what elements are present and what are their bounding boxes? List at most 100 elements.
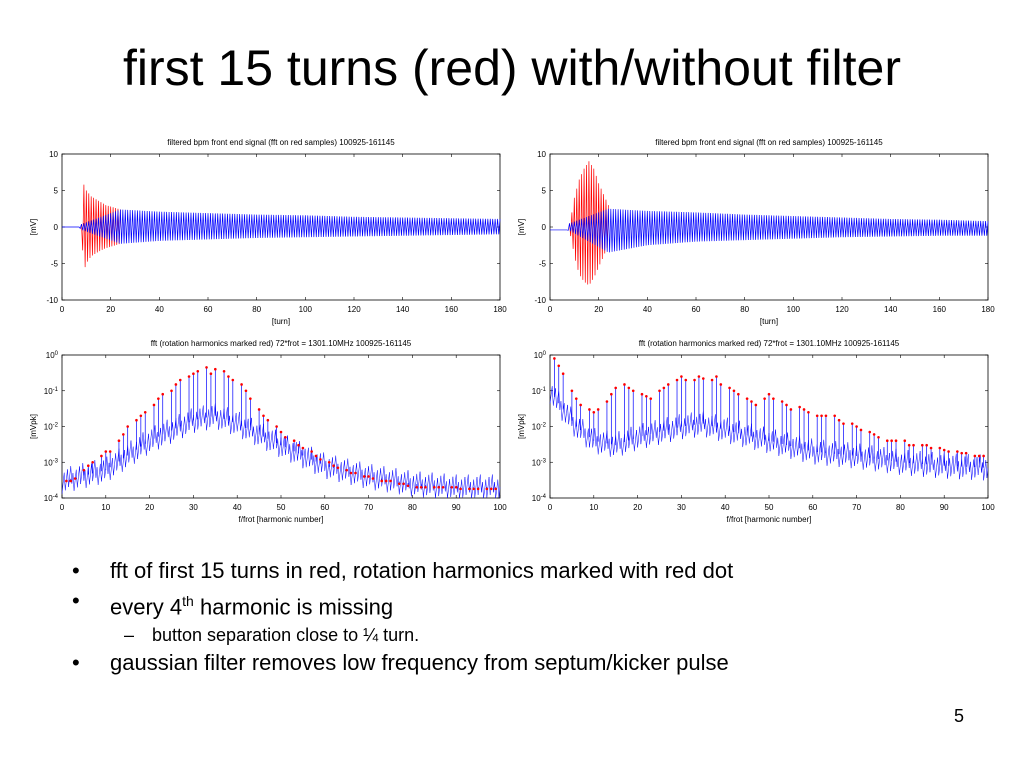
x-tick-label: 60 [808,503,817,512]
harmonic-dot [100,454,103,458]
x-tick-label: 40 [643,305,652,314]
harmonic-dot [126,425,129,428]
harmonic-dot [380,479,384,483]
harmonic-dot [139,414,143,418]
harmonic-dot [890,439,893,443]
bullet-item: • fft of first 15 turns in red, rotation… [72,556,972,586]
harmonic-dot [973,454,977,458]
harmonic-dot [284,435,287,439]
harmonic-dot [327,460,331,464]
y-axis-label: [mV] [29,219,38,235]
harmonic-dot [485,487,489,491]
x-tick-label: 100 [787,305,801,314]
harmonic-dot [684,378,688,382]
sub-bullet-text: button separation close to ¼ turn. [152,625,420,646]
harmonic-dot [135,418,138,422]
harmonic-dot [785,403,788,407]
harmonic-dot [662,386,666,390]
harmonic-dot [108,450,112,453]
harmonic-dot [675,378,679,382]
x-tick-label: 90 [940,503,949,512]
bullet-mark: • [72,558,80,583]
x-tick-label: 70 [364,503,373,512]
y-tick-exponent: 0 [55,351,59,357]
harmonic-dot [314,454,318,458]
harmonic-dot [349,471,353,475]
bullet-mark: • [72,588,80,613]
harmonic-dot [592,410,596,414]
x-axis-label: f/frot [harmonic number] [239,515,324,524]
harmonic-dot [868,430,872,434]
harmonic-dot [301,446,305,450]
y-tick-label: 10 [537,150,546,159]
y-tick-exponent: -4 [541,494,547,500]
x-tick-label: 70 [852,503,861,512]
harmonic-dot [489,487,493,491]
y-tick-label: 10-4 [44,494,59,503]
harmonic-dot [459,487,462,491]
x-tick-label: 140 [884,305,898,314]
y-axis-label: [mVpk] [29,414,38,439]
harmonic-dot [402,482,405,486]
harmonic-dot [732,389,736,393]
x-tick-label: 20 [594,305,603,314]
harmonic-dot [798,405,801,409]
x-tick-label: 30 [677,503,686,512]
y-tick-exponent: -1 [541,387,547,393]
harmonic-dot [982,454,985,458]
harmonic-dot [275,425,278,428]
harmonic-dot [807,410,810,414]
y-tick-label: -10 [534,296,546,305]
harmonic-dot [561,372,565,375]
y-axis-label: [mVpk] [517,414,526,439]
x-tick-label: 100 [493,503,507,512]
harmonic-dot [91,460,94,464]
harmonic-dot [73,477,77,480]
harmonic-dot [850,422,854,425]
plot-title: filtered bpm front end signal (fft on re… [167,138,395,147]
x-tick-label: 0 [60,503,65,512]
harmonic-dot [964,451,968,455]
harmonic-dot [605,400,609,403]
y-tick-label: 10-3 [44,458,59,467]
x-tick-label: 80 [408,503,417,512]
harmonic-dot [441,485,445,489]
slide-title: first 15 turns (red) with/without filter [122,40,902,96]
y-tick-label: 10-1 [44,387,59,396]
x-tick-label: 100 [981,503,995,512]
x-tick-label: 180 [981,305,995,314]
harmonic-dot [553,357,556,360]
bullet-text: gaussian filter removes low frequency fr… [110,650,729,676]
plot-title: fft (rotation harmonics marked red) 72*f… [639,339,900,348]
harmonic-dot [666,383,670,386]
harmonic-dot [192,372,195,375]
harmonic-dot [859,428,863,432]
harmonic-dot [227,375,230,378]
y-tick-label: 10-1 [532,387,547,396]
plot-frame [61,153,501,301]
harmonic-dot [433,485,436,489]
y-tick-exponent: -2 [541,423,547,429]
signal-line [62,209,501,244]
harmonic-dot [693,378,696,382]
harmonic-dot [209,372,213,375]
y-tick-label: 10 [49,150,58,159]
harmonic-dot [454,485,458,489]
harmonic-dot [903,439,907,443]
x-tick-label: 80 [740,305,749,314]
harmonic-dot [772,397,775,400]
harmonic-dot [894,439,898,443]
harmonic-dot [702,377,705,380]
x-tick-label: 160 [933,305,947,314]
harmonic-dot [680,375,683,378]
x-tick-label: 40 [155,305,164,314]
harmonic-dot [842,422,845,425]
y-tick-label: -5 [539,260,547,269]
x-tick-label: 0 [60,305,65,314]
x-tick-label: 140 [396,305,410,314]
harmonic-dot [397,482,401,486]
sub-bullet-mark: – [124,625,135,646]
harmonic-dot [649,397,653,400]
harmonic-dot [627,386,631,390]
plot-title: fft (rotation harmonics marked red) 72*f… [151,339,412,348]
